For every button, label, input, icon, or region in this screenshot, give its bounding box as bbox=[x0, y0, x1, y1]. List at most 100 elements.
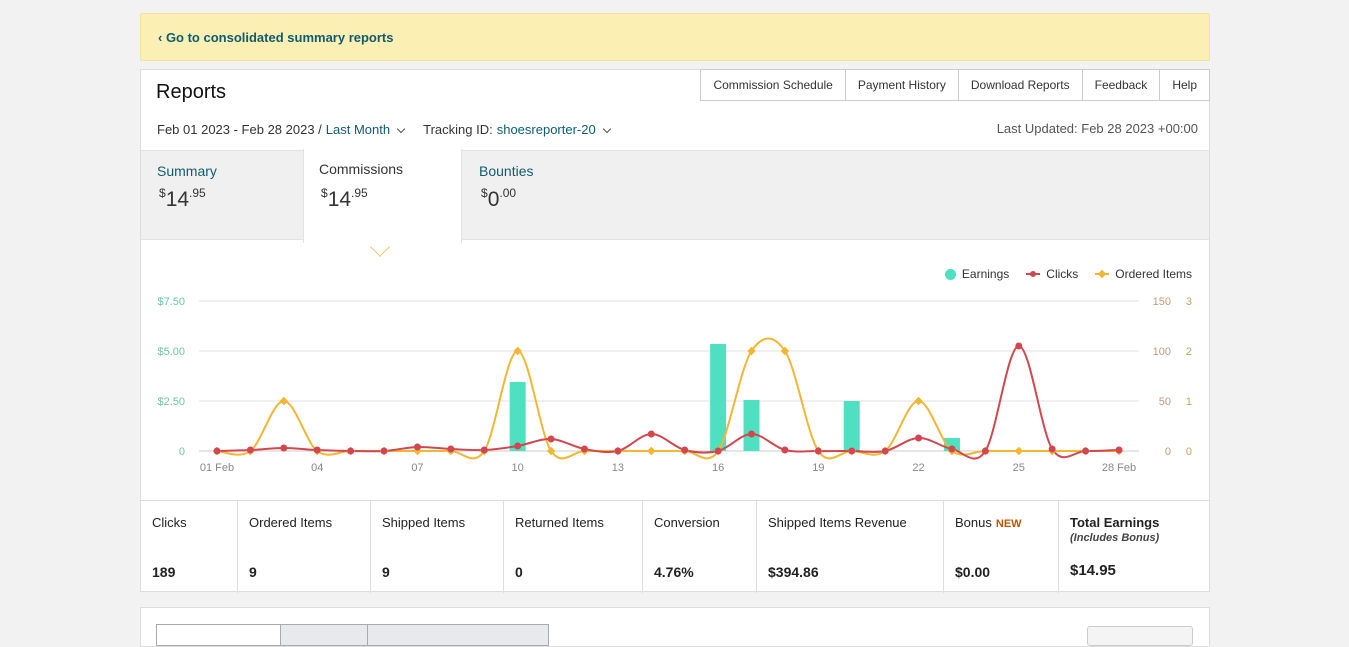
metric-shipped-items: Shipped Items 9 bbox=[371, 501, 504, 593]
metric-ordered-items: Ordered Items 9 bbox=[238, 501, 371, 593]
metric-conversion: Conversion 4.76% bbox=[643, 501, 757, 593]
clicks-point bbox=[814, 447, 822, 455]
new-badge: NEW bbox=[995, 518, 1022, 530]
x-tick-label: 22 bbox=[912, 462, 924, 474]
metric-bonus: Bonus NEW $0.00 bbox=[944, 501, 1059, 593]
earnings-tabs: Summary $14.95 Commissions $14.95 Bounti… bbox=[141, 149, 1209, 243]
clicks-point bbox=[480, 446, 488, 454]
y-right-clicks-tick-label: 100 bbox=[1153, 346, 1171, 358]
y-right-ordered-tick-label: 0 bbox=[1186, 446, 1192, 458]
clicks-point bbox=[848, 447, 856, 455]
y-right-ordered-tick-label: 3 bbox=[1186, 296, 1192, 308]
clicks-point bbox=[647, 430, 655, 438]
y-right-ordered-tick-label: 2 bbox=[1186, 346, 1192, 358]
tracking-id-dropdown[interactable]: shoesreporter-20 bbox=[496, 122, 611, 137]
top-nav: Commission Schedule Payment History Down… bbox=[700, 69, 1210, 101]
x-tick-label: 10 bbox=[512, 462, 524, 474]
metric-shipped-revenue: Shipped Items Revenue $394.86 bbox=[757, 501, 944, 593]
clicks-point bbox=[347, 447, 355, 455]
metric-total-earnings: Total Earnings (Includes Bonus) $14.95 bbox=[1070, 515, 1160, 579]
clicks-point bbox=[748, 430, 756, 438]
nav-help[interactable]: Help bbox=[1159, 69, 1210, 101]
ordered-items-point bbox=[747, 346, 756, 356]
clicks-point bbox=[313, 446, 321, 454]
clicks-point bbox=[380, 447, 388, 455]
y-right-clicks-tick-label: 150 bbox=[1153, 296, 1171, 308]
earnings-chart: $7.50 150 3$5.00 100 2$2.50 50 10 0 001 Feb 04 07 1… bbox=[157, 296, 1192, 474]
metric-clicks: Clicks 189 bbox=[141, 501, 238, 593]
ordered-items-point bbox=[780, 346, 790, 356]
subtab-2[interactable] bbox=[280, 624, 368, 646]
earnings-dot-icon bbox=[944, 268, 956, 280]
reports-panel: Reports Commission Schedule Payment Hist… bbox=[140, 69, 1210, 593]
subtab-1[interactable] bbox=[156, 624, 281, 646]
tab-commissions-amount: $14.95 bbox=[321, 186, 368, 211]
tab-summary[interactable]: Summary $14.95 bbox=[141, 151, 301, 241]
page-title: Reports bbox=[156, 81, 227, 103]
clicks-point bbox=[881, 447, 889, 455]
x-tick-label: 01 Feb bbox=[200, 462, 234, 474]
clicks-point bbox=[714, 447, 722, 455]
orders-panel bbox=[140, 607, 1210, 647]
ordered-items-point bbox=[647, 446, 656, 456]
clicks-point bbox=[514, 442, 522, 450]
y-left-tick-label: 0 bbox=[179, 446, 185, 458]
tab-bounties-label: Bounties bbox=[479, 163, 534, 179]
clicks-point bbox=[1115, 446, 1123, 454]
clicks-point bbox=[280, 444, 288, 452]
orders-subtabs bbox=[156, 624, 549, 646]
nav-download-reports[interactable]: Download Reports bbox=[957, 69, 1083, 101]
tracking-label: Tracking ID: bbox=[423, 122, 493, 137]
tab-bounties-amount: $0.00 bbox=[481, 186, 517, 211]
x-tick-label: 25 bbox=[1013, 462, 1025, 474]
ordered-items-point bbox=[279, 396, 289, 406]
earnings-bar bbox=[743, 400, 760, 451]
clicks-line bbox=[216, 344, 1120, 460]
nav-feedback[interactable]: Feedback bbox=[1081, 69, 1161, 101]
tab-summary-amount: $14.95 bbox=[159, 186, 206, 211]
ordered-items-point bbox=[513, 346, 522, 356]
y-right-clicks-tick-label: 50 bbox=[1159, 396, 1171, 408]
x-tick-label: 16 bbox=[712, 462, 724, 474]
chart-legend: Earnings Clicks Ordered Items bbox=[928, 267, 1192, 281]
consolidated-reports-link[interactable]: ‹ Go to consolidated summary reports bbox=[158, 30, 394, 45]
clicks-point bbox=[1015, 342, 1023, 350]
clicks-point bbox=[681, 446, 689, 454]
clicks-point bbox=[547, 435, 555, 443]
clicks-point bbox=[213, 447, 221, 455]
period-dropdown[interactable]: Last Month bbox=[325, 122, 406, 137]
filters-bar: Feb 01 2023 - Feb 28 2023 / Last Month T… bbox=[157, 122, 611, 137]
legend-ordered-items[interactable]: Ordered Items bbox=[1095, 267, 1192, 281]
clicks-point bbox=[981, 447, 989, 455]
y-left-tick-label: $2.50 bbox=[157, 396, 185, 408]
metrics-row: Clicks 189 Ordered Items 9 Shipped Items 9 … bbox=[141, 500, 1209, 593]
earnings-bar bbox=[509, 382, 526, 451]
tracking-id-value: shoesreporter-20 bbox=[496, 122, 596, 137]
tab-commissions-label: Commissions bbox=[319, 161, 404, 177]
x-tick-label: 19 bbox=[812, 462, 824, 474]
orders-action-button[interactable] bbox=[1087, 626, 1193, 646]
earnings-bar bbox=[710, 344, 727, 451]
clicks-point bbox=[1082, 447, 1090, 455]
clicks-point bbox=[447, 445, 455, 453]
earnings-bar bbox=[843, 401, 860, 451]
clicks-line-icon bbox=[1026, 269, 1041, 279]
y-right-ordered-tick-label: 1 bbox=[1186, 396, 1192, 408]
legend-clicks[interactable]: Clicks bbox=[1026, 267, 1078, 281]
x-tick-label: 07 bbox=[411, 462, 423, 474]
ordered-items-line-icon bbox=[1095, 269, 1110, 279]
metric-returned-items: Returned Items 0 bbox=[504, 501, 643, 593]
date-range: Feb 01 2023 - Feb 28 2023 / bbox=[157, 122, 322, 137]
ordered-items-point bbox=[546, 446, 556, 456]
subtab-3[interactable] bbox=[367, 624, 549, 646]
x-tick-label: 13 bbox=[612, 462, 624, 474]
tab-commissions[interactable]: Commissions $14.95 bbox=[303, 149, 462, 243]
ordered-items-point bbox=[914, 396, 923, 406]
tab-bounties[interactable]: Bounties $0.00 bbox=[463, 151, 623, 241]
ordered-items-point bbox=[1014, 446, 1024, 456]
legend-earnings[interactable]: Earnings bbox=[944, 267, 1009, 281]
last-updated: Last Updated: Feb 28 2023 +00:00 bbox=[996, 121, 1198, 136]
period-label: Last Month bbox=[325, 122, 391, 137]
x-tick-label: 28 Feb bbox=[1102, 462, 1136, 474]
clicks-point bbox=[580, 445, 588, 453]
